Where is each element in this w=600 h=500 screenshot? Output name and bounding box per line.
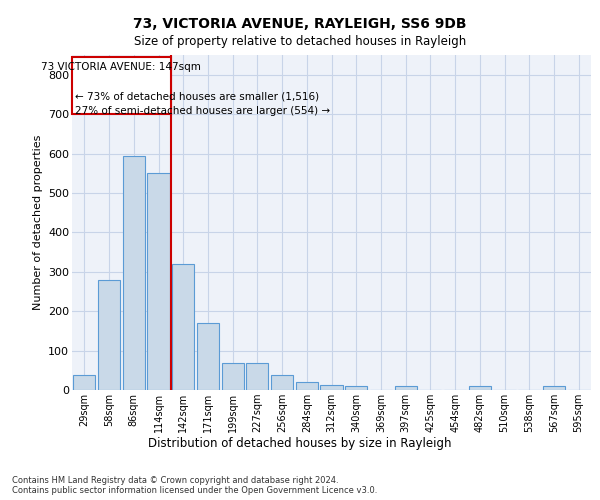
FancyBboxPatch shape [72, 57, 171, 114]
Bar [148, 173, 170, 390]
Bar [271, 375, 293, 390]
Bar [172, 264, 194, 390]
Text: Size of property relative to detached houses in Rayleigh: Size of property relative to detached ho… [134, 35, 466, 48]
Text: Contains HM Land Registry data © Crown copyright and database right 2024.
Contai: Contains HM Land Registry data © Crown c… [12, 476, 377, 495]
Bar [122, 156, 145, 390]
Text: 27% of semi-detached houses are larger (554) →: 27% of semi-detached houses are larger (… [75, 106, 330, 116]
Bar [246, 363, 268, 390]
Y-axis label: Number of detached properties: Number of detached properties [32, 135, 43, 310]
Bar [345, 386, 367, 390]
Bar [221, 363, 244, 390]
Text: ← 73% of detached houses are smaller (1,516): ← 73% of detached houses are smaller (1,… [75, 92, 319, 102]
Bar [98, 280, 120, 390]
Bar [469, 386, 491, 390]
Text: Distribution of detached houses by size in Rayleigh: Distribution of detached houses by size … [148, 437, 452, 450]
Text: 73, VICTORIA AVENUE, RAYLEIGH, SS6 9DB: 73, VICTORIA AVENUE, RAYLEIGH, SS6 9DB [133, 18, 467, 32]
Bar [197, 323, 219, 390]
Bar [73, 375, 95, 390]
Text: 73 VICTORIA AVENUE: 147sqm: 73 VICTORIA AVENUE: 147sqm [41, 62, 202, 72]
Bar [395, 386, 417, 390]
Bar [296, 382, 318, 390]
Bar [320, 386, 343, 390]
Bar [543, 386, 565, 390]
